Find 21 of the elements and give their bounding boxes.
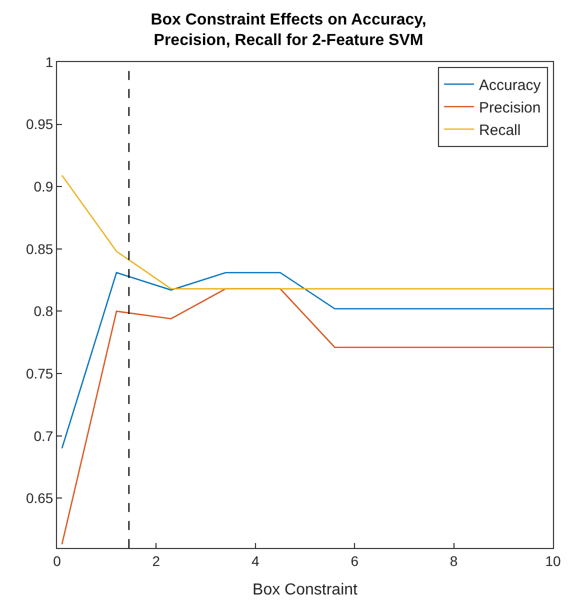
y-tick-label: 0.8: [34, 303, 54, 320]
x-tick-label: 8: [450, 552, 458, 569]
chart-title: Box Constraint Effects on Accuracy, Precision, Recall for 2-Feature SVM: [150, 11, 426, 50]
legend-label: Recall: [479, 122, 521, 139]
y-tick-label: 0.7: [34, 428, 54, 444]
x-axis-title: Box Constraint: [252, 582, 358, 598]
legend-label: Precision: [479, 99, 541, 116]
y-tick-label: 0.85: [26, 240, 54, 257]
y-tick-label: 0.95: [26, 116, 54, 132]
x-tick-label: 0: [53, 552, 62, 569]
y-tick-label: 0.65: [26, 490, 54, 506]
x-tick-label: 6: [350, 552, 359, 569]
line-series: [61, 288, 553, 545]
line-series: [61, 272, 553, 449]
x-tick-label: 4: [252, 552, 260, 569]
x-tick-label: 2: [152, 552, 160, 569]
y-tick-label: 0.9: [34, 178, 54, 195]
y-tick-label: 1: [45, 54, 54, 70]
legend-label: Accuracy: [479, 76, 542, 94]
y-tick-label: 0.75: [26, 365, 54, 382]
x-tick-label: 10: [545, 552, 561, 569]
